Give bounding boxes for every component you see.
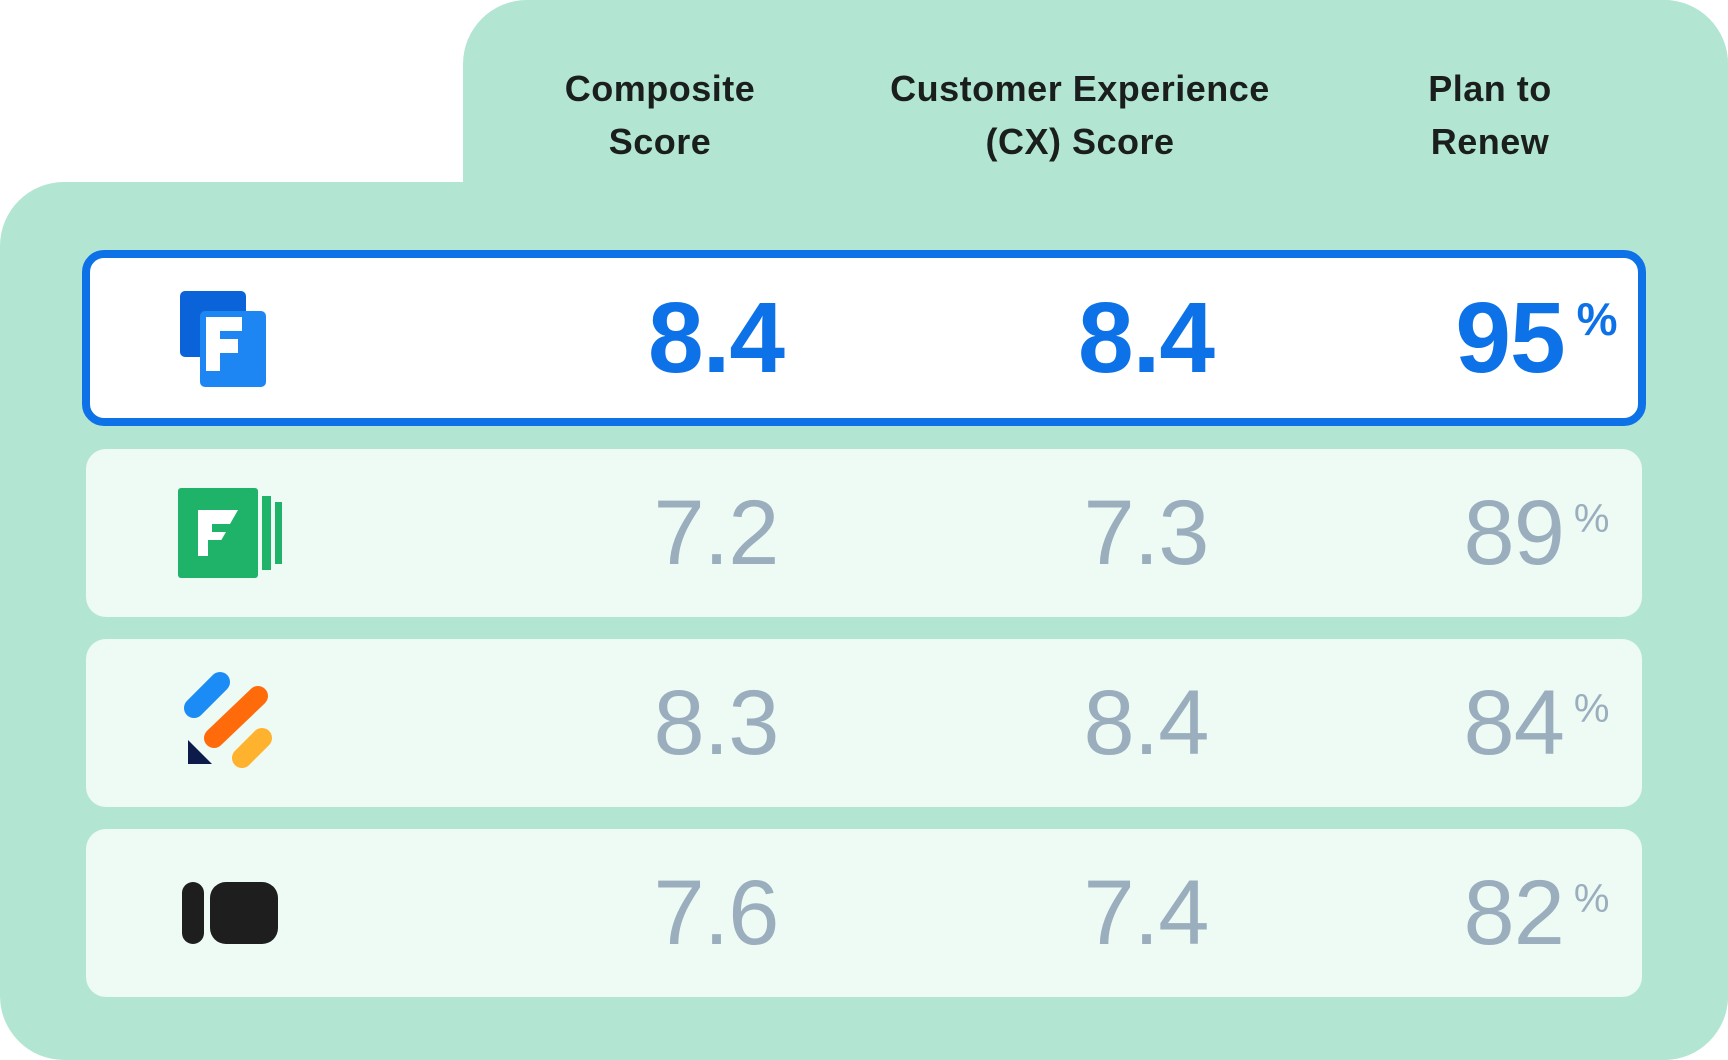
- plan-to-renew-value: 89: [1463, 481, 1565, 584]
- black-pill-logo-icon: [182, 882, 278, 944]
- header-cx-line1: Customer Experience: [890, 68, 1270, 109]
- cx-score-value: 7.4: [1083, 861, 1210, 964]
- multicolor-stripes-logo-icon: [184, 672, 272, 768]
- composite-score-value: 7.6: [653, 861, 780, 964]
- plan-to-renew-cell: 82%: [1386, 829, 1686, 997]
- cx-score-value: 8.4: [1083, 671, 1210, 774]
- percent-sign: %: [1573, 877, 1610, 921]
- plan-to-renew-cell: 84%: [1386, 639, 1686, 807]
- table-row: 7.6 7.4 82%: [86, 829, 1642, 997]
- header-cx-line2: (CX) Score: [985, 121, 1175, 162]
- header-composite-score: Composite Score: [520, 60, 800, 170]
- panel-right-edge: [1664, 0, 1728, 1060]
- header-composite-line2: Score: [608, 121, 712, 162]
- percent-sign: %: [1573, 687, 1610, 731]
- composite-score-value: 7.2: [653, 481, 780, 584]
- green-f-logo-icon: [178, 488, 282, 578]
- composite-score-value: 8.3: [653, 671, 780, 774]
- blue-f-logo-icon: [180, 291, 266, 387]
- header-renew-line1: Plan to: [1428, 68, 1552, 109]
- plan-to-renew-value: 95: [1455, 281, 1565, 394]
- header-cx-score: Customer Experience (CX) Score: [860, 60, 1300, 170]
- percent-sign: %: [1576, 293, 1618, 345]
- header-composite-line1: Composite: [564, 68, 756, 109]
- cx-score-value: 8.4: [1077, 281, 1215, 394]
- header-renew-line2: Renew: [1430, 121, 1550, 162]
- table-row-highlighted: 8.4 8.4 95%: [82, 250, 1646, 426]
- table-row: 8.3 8.4 84%: [86, 639, 1642, 807]
- plan-to-renew-cell: 89%: [1386, 449, 1686, 617]
- cx-score-value: 7.3: [1083, 481, 1210, 584]
- plan-to-renew-cell: 95%: [1386, 258, 1686, 418]
- header-plan-to-renew: Plan to Renew: [1360, 60, 1620, 170]
- plan-to-renew-value: 84: [1463, 671, 1565, 774]
- composite-score-value: 8.4: [647, 281, 785, 394]
- percent-sign: %: [1573, 497, 1610, 541]
- table-row: 7.2 7.3 89%: [86, 449, 1642, 617]
- plan-to-renew-value: 82: [1463, 861, 1565, 964]
